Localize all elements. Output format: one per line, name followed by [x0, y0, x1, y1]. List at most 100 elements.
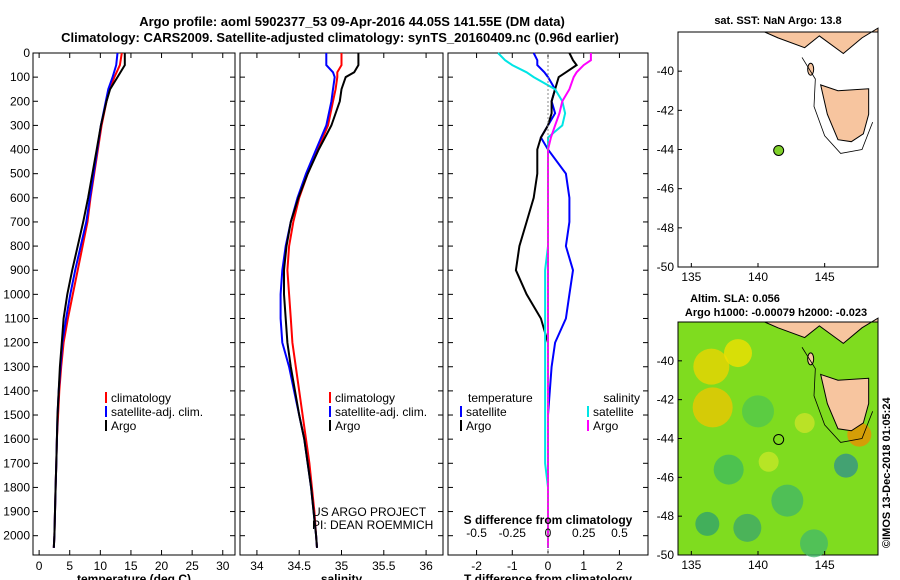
x-tick-label: 135 — [681, 270, 701, 284]
x-axis-label: temperature (deg C) — [77, 572, 191, 580]
x-tick-label: 1 — [580, 559, 587, 573]
x-tick-label: 25 — [185, 559, 199, 573]
y-tick-label: -44 — [657, 143, 675, 157]
argo-position-marker — [773, 433, 785, 445]
x-tick-label: 135 — [681, 558, 701, 572]
map-title: Altim. SLA: 0.056 — [690, 293, 780, 305]
legend-label: Argo — [335, 419, 361, 433]
y-tick-label: 700 — [10, 215, 30, 229]
legend-title: salinity — [603, 391, 640, 405]
legend-label: climatology — [111, 391, 171, 405]
sla-anomaly-patch — [800, 529, 828, 558]
y-tick-label: -50 — [657, 548, 675, 562]
y-tick-label: 300 — [10, 118, 30, 132]
legend-label: Argo — [466, 419, 492, 433]
difference-panel: -2 -1 0 1 2T difference from climatology -0.5… — [447, 52, 649, 580]
top-axis-label: S difference from climatology — [464, 513, 633, 527]
temperature-panel: 0 5 10 15 20 25 300100200300400500600700800900… — [3, 46, 236, 580]
y-tick-label: -50 — [657, 260, 675, 274]
x-tick-label: 34.5 — [288, 559, 312, 573]
y-tick-label: -44 — [657, 432, 675, 446]
series-line-argo — [52, 53, 126, 548]
y-tick-label: -42 — [657, 393, 675, 407]
sla-anomaly-patch — [692, 387, 733, 428]
king-island — [807, 352, 815, 366]
y-tick-label: 500 — [10, 167, 30, 181]
y-tick-label: 1900 — [3, 505, 30, 519]
x-tick-label: 0 — [545, 559, 552, 573]
x-tick-label: 2 — [616, 559, 623, 573]
legend-title: temperature — [468, 391, 533, 405]
sla-anomaly-patch — [834, 453, 858, 478]
x-tick-label: 145 — [815, 270, 835, 284]
x-tick-label: 35 — [335, 559, 349, 573]
x-tick-label: 36 — [419, 559, 433, 573]
sla-anomaly-patch — [724, 339, 752, 368]
x-tick-label: 35.5 — [372, 559, 396, 573]
legend-label: Argo — [593, 419, 619, 433]
y-tick-label: -40 — [657, 64, 675, 78]
y-tick-label: 1100 — [4, 311, 30, 325]
sla-anomaly-patch — [742, 395, 774, 428]
y-tick-label: 1800 — [3, 480, 30, 494]
king-island — [807, 62, 815, 76]
sla-anomaly-patch — [771, 484, 804, 517]
title-line-2: Climatology: CARS2009. Satellite-adjuste… — [61, 30, 619, 45]
map-subtitle: Argo h1000: -0.00079 h2000: -0.023 — [685, 307, 867, 319]
x-tick-label: 0 — [36, 559, 43, 573]
y-tick-label: -46 — [657, 470, 675, 484]
legend-label: climatology — [335, 391, 395, 405]
x-tick-label: 10 — [94, 559, 108, 573]
argo-position-marker — [773, 144, 785, 156]
y-tick-label: 100 — [10, 70, 30, 84]
top-tick-label: -0.25 — [499, 526, 527, 540]
x-tick-label: 20 — [155, 559, 169, 573]
x-tick-label: 140 — [748, 270, 768, 284]
legend-label: Argo — [111, 419, 137, 433]
credit-project: US ARGO PROJECT — [312, 505, 427, 519]
sst-map-panel: 135 140 145 -40 -42 -44 -46 -48 -50 sat. SST: NaN… — [657, 15, 879, 284]
shelf-contour — [801, 57, 874, 154]
title-line-1: Argo profile: aoml 5902377_53 09-Apr-201… — [139, 14, 565, 29]
legend-label: satellite-adj. clim. — [111, 405, 203, 419]
y-tick-label: 900 — [10, 263, 30, 277]
y-tick-label: -42 — [657, 103, 675, 117]
salinity-panel: 34 34.5 35 35.5 36 salinity climatologysatelli… — [239, 52, 444, 580]
x-tick-label: 15 — [124, 559, 138, 573]
top-tick-label: -0.5 — [466, 526, 487, 540]
y-tick-label: 600 — [10, 191, 30, 205]
series-line-argo — [283, 53, 360, 548]
y-tick-label: -46 — [657, 182, 675, 196]
y-tick-label: 1700 — [3, 456, 30, 470]
x-axis-label: T difference from climatology — [464, 572, 632, 580]
sla-anomaly-patch — [733, 513, 762, 542]
x-tick-label: 145 — [815, 558, 835, 572]
panel-frame — [239, 52, 444, 556]
sla-map-panel: 135 140 145 -40 -42 -44 -46 -48 -50 Altim. SLA: 0… — [657, 293, 879, 572]
y-tick-label: 400 — [10, 143, 30, 157]
mainland-land — [764, 27, 879, 55]
y-tick-label: 1400 — [3, 384, 30, 398]
credit-pi: PI: DEAN ROEMMICH — [312, 518, 433, 532]
sla-anomaly-patch — [695, 511, 720, 536]
y-tick-label: 1200 — [3, 336, 30, 350]
x-tick-label: 30 — [216, 559, 230, 573]
legend-label: satellite — [466, 405, 507, 419]
top-tick-label: 0.25 — [572, 526, 596, 540]
panel-frame — [32, 52, 236, 556]
series-line-climatology — [286, 53, 343, 548]
mainland-land — [764, 317, 879, 344]
y-tick-label: -48 — [657, 221, 675, 235]
y-tick-label: -48 — [657, 509, 675, 523]
sla-anomaly-patch — [794, 412, 815, 433]
x-tick-label: 34 — [250, 559, 264, 573]
y-tick-label: 1500 — [3, 408, 30, 422]
x-tick-label: 5 — [66, 559, 73, 573]
x-tick-label: -2 — [471, 559, 482, 573]
y-tick-label: -40 — [657, 354, 675, 368]
tasmania-land — [819, 84, 870, 143]
y-tick-label: 1600 — [3, 432, 30, 446]
y-tick-label: 0 — [23, 46, 30, 60]
credit-imos: ©IMOS 13-Dec-2018 01:05:24 — [881, 397, 893, 548]
